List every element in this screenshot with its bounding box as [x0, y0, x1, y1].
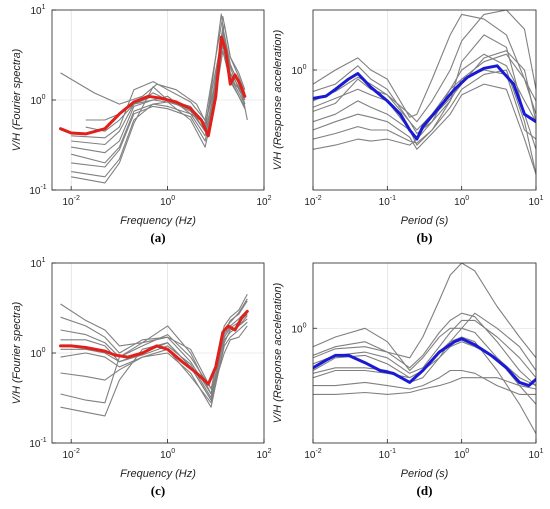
individual-record-line [313, 34, 536, 150]
individual-record-line [60, 321, 248, 408]
individual-record-line [71, 26, 246, 154]
individual-record-line [71, 15, 246, 139]
y-tick-label: 100 [30, 347, 45, 360]
x-tick-label: 10-1 [379, 195, 396, 208]
x-axis-label: Period (s) [401, 468, 449, 480]
x-tick-label: 10-2 [304, 195, 321, 208]
x-tick-label: 101 [528, 448, 543, 461]
y-axis-label: V/H (Fourier spectra) [11, 301, 23, 404]
x-axis-label: Frequency (Hz) [120, 468, 196, 480]
y-tick-label: 101 [30, 4, 45, 17]
x-tick-label: 10-2 [63, 448, 80, 461]
individual-record-line [313, 319, 536, 379]
x-tick-label: 100 [454, 195, 469, 208]
x-axis-label: Period (s) [401, 215, 449, 227]
individual-record-line [313, 377, 536, 395]
x-tick-label: 100 [160, 195, 175, 208]
mean-line [59, 35, 247, 138]
x-tick-label: 102 [256, 195, 271, 208]
x-tick-label: 10-1 [379, 448, 396, 461]
individual-record-line [60, 318, 248, 404]
mean-line [313, 337, 536, 388]
individual-record-line [313, 50, 536, 138]
panel-d: 10-2 10-1 100 101 100 Period (s) V/H (Response… [272, 262, 544, 498]
panel-caption: (a) [150, 230, 165, 245]
individual-record-line [313, 312, 536, 383]
x-axis-label: Frequency (Hz) [120, 215, 196, 227]
x-tick-label: 10-2 [63, 195, 80, 208]
individual-record-line [60, 325, 248, 404]
y-tick-label: 10-1 [29, 437, 46, 450]
y-tick-label: 10-1 [29, 184, 46, 197]
panel-c: 10-2 100 102 10-1 100 101 Frequency (Hz) V/H (F… [11, 257, 272, 498]
individual-record-line [313, 263, 536, 359]
y-tick-label: 100 [30, 94, 45, 107]
x-tick-label: 100 [454, 448, 469, 461]
individual-record-line [60, 300, 248, 399]
plot-frame [312, 262, 537, 444]
panel-caption: (d) [417, 483, 433, 498]
y-tick-label: 101 [30, 257, 45, 270]
individual-record-line [71, 36, 246, 164]
x-tick-label: 102 [256, 448, 271, 461]
panel-caption: (b) [417, 230, 433, 245]
x-tick-label: 10-2 [304, 448, 321, 461]
y-tick-label: 100 [291, 64, 306, 77]
mean-line [59, 309, 249, 386]
individual-record-line [71, 13, 248, 146]
mean-line [313, 64, 536, 141]
panel-caption: (c) [151, 483, 165, 498]
individual-record-line [313, 83, 536, 175]
individual-record-line [313, 53, 536, 150]
plot-frame [312, 9, 537, 191]
individual-record-line [60, 298, 248, 390]
individual-record-line [85, 32, 246, 132]
y-axis-label: V/H (Response acceleration) [272, 29, 284, 170]
individual-record-line [60, 293, 248, 395]
panel-a: 10-2 100 102 10-1 100 101 Frequency (Hz) V/H (F… [11, 4, 272, 245]
individual-record-line [313, 369, 536, 395]
x-tick-label: 100 [160, 448, 175, 461]
y-tick-label: 100 [291, 322, 306, 335]
panel-b: 10-2 10-1 100 101 100 Period (s) V/H (Response… [272, 9, 544, 245]
individual-record-line [313, 10, 536, 123]
y-axis-label: V/H (Response acceleration) [272, 282, 284, 423]
y-axis-label: V/H (Fourier spectra) [11, 48, 23, 151]
x-tick-label: 101 [528, 195, 543, 208]
individual-record-line [313, 13, 536, 118]
individual-record-line [313, 312, 536, 387]
